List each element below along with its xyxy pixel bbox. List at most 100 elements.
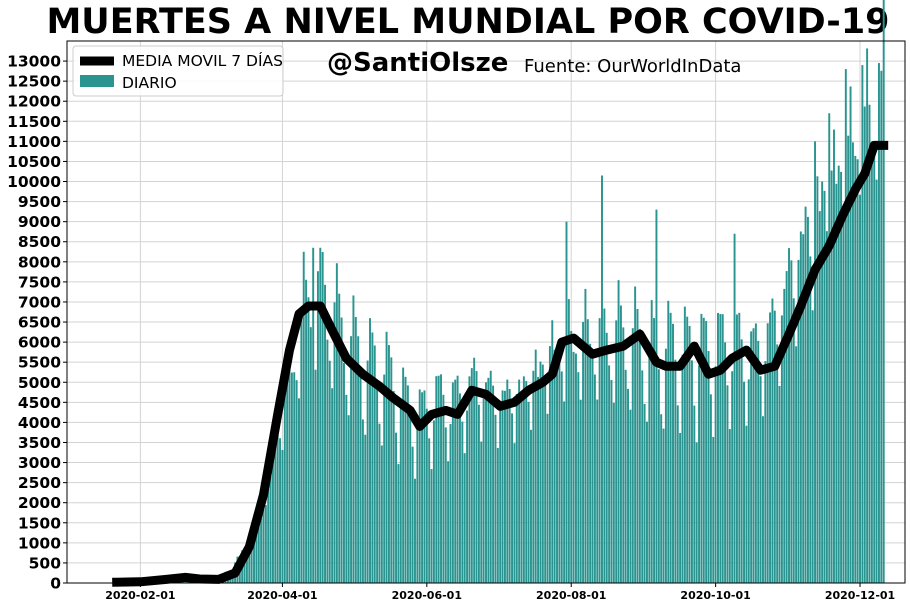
daily-bar (572, 351, 575, 583)
daily-bar (743, 381, 745, 583)
daily-bar (461, 421, 464, 583)
daily-bar (655, 209, 658, 583)
daily-bar (364, 434, 367, 583)
daily-bar (605, 332, 608, 583)
y-tick-label: 13000 (7, 53, 61, 71)
daily-bar (705, 321, 708, 583)
y-axis: 0 500 1000 1500 2000 2500 3000 3500 4000 4500 5000… (7, 53, 67, 593)
daily-bar (833, 129, 835, 583)
daily-bar (750, 331, 753, 583)
daily-bar (387, 345, 390, 583)
daily-bar (698, 365, 701, 583)
daily-bar (873, 149, 876, 583)
daily-bar (603, 308, 606, 583)
daily-bar (406, 385, 409, 583)
daily-bar (437, 375, 440, 583)
daily-bar (392, 391, 395, 583)
daily-bar (298, 398, 300, 583)
daily-bar (579, 399, 582, 583)
daily-bar (577, 372, 580, 583)
daily-bar (454, 379, 457, 583)
daily-bar (522, 376, 525, 583)
daily-bar (773, 310, 776, 583)
daily-bar (352, 295, 355, 583)
daily-bar (366, 360, 369, 583)
daily-bar (357, 336, 360, 583)
daily-bar (759, 376, 762, 583)
daily-bar (255, 522, 258, 583)
daily-bar (395, 432, 398, 583)
daily-bar (757, 340, 760, 583)
daily-bar (307, 297, 310, 583)
daily-bar (515, 393, 518, 583)
daily-bar (326, 339, 329, 583)
daily-bar (293, 372, 296, 583)
daily-bar (610, 380, 613, 583)
y-tick-label: 1500 (18, 514, 61, 532)
daily-bar (778, 385, 781, 583)
daily-bar (328, 360, 331, 583)
daily-bar (593, 374, 596, 583)
daily-bar (650, 300, 653, 583)
daily-bar (470, 368, 473, 583)
daily-bar (882, 0, 885, 583)
daily-bar (804, 206, 807, 584)
source-note: Fuente: OurWorldInData (524, 56, 741, 77)
daily-bar (586, 319, 589, 583)
y-tick-label: 11500 (7, 113, 61, 131)
daily-bar (667, 300, 670, 583)
daily-bar (271, 444, 274, 583)
daily-bar (700, 313, 703, 583)
daily-bar (859, 194, 861, 584)
daily-bar (260, 502, 263, 583)
daily-bar (617, 280, 620, 583)
daily-bars (115, 0, 885, 584)
y-tick-label: 6000 (18, 334, 61, 352)
daily-bar (539, 361, 542, 583)
daily-bar (643, 403, 646, 583)
daily-bar (754, 323, 757, 583)
y-tick-label: 10000 (7, 173, 61, 191)
daily-bar (245, 547, 248, 583)
daily-bar (693, 405, 696, 583)
y-tick-label: 3500 (18, 434, 61, 452)
daily-bar (811, 310, 814, 583)
daily-bar (485, 382, 487, 583)
daily-bar (669, 312, 672, 583)
daily-bar (646, 421, 648, 583)
daily-bar (253, 525, 255, 583)
daily-bar (828, 113, 831, 584)
daily-bar (496, 447, 499, 583)
daily-bar (506, 379, 509, 583)
daily-bar (842, 210, 845, 583)
daily-bar (662, 428, 665, 583)
daily-bar (636, 309, 639, 583)
daily-bar (762, 416, 764, 583)
daily-bar (416, 426, 419, 583)
daily-bar (622, 327, 625, 583)
daily-bar (243, 547, 246, 583)
x-tick-label: 2020-04-01 (247, 589, 317, 602)
daily-bar (546, 413, 549, 583)
y-tick-label: 2000 (18, 494, 61, 512)
y-tick-label: 0 (50, 575, 61, 593)
daily-bar (466, 410, 469, 583)
daily-bar (780, 315, 783, 583)
daily-bar (783, 288, 786, 583)
daily-bar (690, 360, 693, 583)
daily-bar (475, 371, 478, 583)
daily-bar (877, 63, 880, 583)
daily-bar (421, 392, 424, 583)
y-tick-label: 4000 (18, 414, 61, 432)
x-tick-label: 2020-08-01 (536, 589, 606, 602)
daily-bar (612, 402, 615, 583)
daily-bar (276, 434, 279, 583)
daily-bar (530, 429, 532, 583)
y-tick-label: 500 (29, 554, 62, 572)
daily-bar (482, 398, 485, 583)
daily-bar (638, 328, 641, 583)
daily-bar (814, 141, 817, 583)
y-tick-label: 2500 (18, 474, 61, 492)
daily-bar (279, 438, 282, 583)
daily-bar (629, 409, 632, 583)
